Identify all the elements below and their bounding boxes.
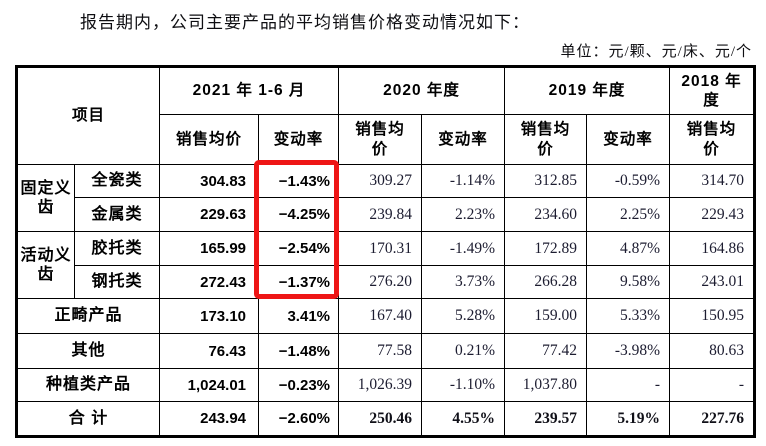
table-cell: 272.43	[159, 265, 260, 299]
row-label: 其他	[15, 333, 161, 369]
header-change-2021: 变动率	[258, 114, 340, 165]
table-cell: −2.54%	[258, 231, 340, 266]
header-price-2021: 销售均价	[159, 114, 260, 165]
header-2020: 2020 年度	[338, 66, 506, 115]
header-item: 项目	[15, 66, 161, 165]
table-cell: 80.63	[669, 333, 756, 369]
table-cell: 266.28	[504, 265, 588, 299]
table-cell: 5.28%	[421, 298, 506, 334]
table-cell: 5.33%	[586, 298, 671, 334]
row-sub-label: 全瓷类	[73, 164, 161, 198]
header-price-2018: 销售均价	[669, 114, 756, 165]
table-cell: −1.48%	[258, 333, 340, 369]
header-change-2020: 变动率	[421, 114, 506, 165]
table-cell: 76.43	[159, 333, 260, 369]
table-cell: -1.49%	[421, 231, 506, 266]
row-sub-label: 钢托类	[73, 265, 161, 299]
unit-note: 单位：元/颗、元/床、元/个	[560, 44, 752, 60]
table-cell: -1.10%	[421, 368, 506, 402]
table-cell: 4.87%	[586, 231, 671, 266]
table-cell: 77.42	[504, 333, 588, 369]
row-label: 种植类产品	[15, 368, 161, 402]
table-cell: 229.63	[159, 197, 260, 232]
table-cell: 3.73%	[421, 265, 506, 299]
table-cell: 9.58%	[586, 265, 671, 299]
table-cell: −2.60%	[258, 401, 340, 437]
table-cell: 150.95	[669, 298, 756, 334]
header-2021: 2021 年 1-6 月	[159, 66, 340, 115]
table-cell: 165.99	[159, 231, 260, 266]
table-cell: 159.00	[504, 298, 588, 334]
table-cell: -1.14%	[421, 164, 506, 198]
table-cell: 164.86	[669, 231, 756, 266]
table-cell: 77.58	[338, 333, 423, 369]
header-2018: 2018 年度	[669, 66, 756, 115]
table-cell: -	[669, 368, 756, 402]
table-cell: 1,026.39	[338, 368, 423, 402]
row-group-label: 固定义齿	[16, 164, 75, 232]
table-cell: 309.27	[338, 164, 423, 198]
table-row: 固定义齿 全瓷类 304.83 −1.43% 309.27 -1.14% 312…	[16, 164, 756, 232]
table-cell: 239.84	[338, 197, 423, 232]
table-row: 正畸产品 173.10 3.41% 167.40 5.28% 159.00 5.…	[15, 298, 756, 334]
table-cell: 173.10	[159, 298, 260, 334]
table-cell: 2.25%	[586, 197, 671, 232]
header-price-2019: 销售均价	[504, 114, 588, 165]
table-cell: 1,024.01	[159, 368, 260, 402]
average-price-table: 项目 2021 年 1-6 月 2020 年度 2019 年度 2018 年度 …	[15, 65, 757, 438]
table-row-total: 合 计 243.94 −2.60% 250.46 4.55% 239.57 5.…	[15, 401, 756, 437]
table-cell: 172.89	[504, 231, 588, 266]
table-cell: −4.25%	[258, 197, 340, 232]
table-cell: 314.70	[669, 164, 756, 198]
table-cell: 243.01	[669, 265, 756, 299]
table-cell: −1.43%	[258, 164, 340, 198]
table-cell: 243.94	[159, 401, 260, 437]
table-row: 金属类 229.63 −4.25% 239.84 2.23% 234.60 2.…	[17, 197, 756, 232]
table-cell: 167.40	[338, 298, 423, 334]
header-price-2020: 销售均价	[338, 114, 423, 165]
table-cell: 170.31	[338, 231, 423, 266]
table-cell: 0.21%	[421, 333, 506, 369]
table-cell: 3.41%	[258, 298, 340, 334]
row-sub-label: 金属类	[73, 197, 161, 232]
table-cell: 227.76	[669, 401, 756, 437]
table-cell: 239.57	[504, 401, 588, 437]
row-sub-label: 胶托类	[73, 231, 161, 266]
table-cell: 312.85	[504, 164, 588, 198]
intro-text: 报告期内，公司主要产品的平均销售价格变动情况如下：	[80, 13, 530, 32]
table-cell: 4.55%	[421, 401, 506, 437]
table-cell: -3.98%	[586, 333, 671, 369]
table-cell: -	[586, 368, 671, 402]
table-cell: −0.23%	[258, 368, 340, 402]
table-cell: 304.83	[159, 164, 260, 198]
header-change-2019: 变动率	[586, 114, 671, 165]
table-row: 其他 76.43 −1.48% 77.58 0.21% 77.42 -3.98%…	[15, 333, 756, 369]
table-cell: −1.37%	[258, 265, 340, 299]
table-cell: 276.20	[338, 265, 423, 299]
table-cell: -0.59%	[586, 164, 671, 198]
table-cell: 234.60	[504, 197, 588, 232]
table-cell: 250.46	[338, 401, 423, 437]
table-cell: 1,037.80	[504, 368, 588, 402]
table-row: 活动义齿 胶托类 165.99 −2.54% 170.31 -1.49% 172…	[16, 231, 756, 299]
table-row: 钢托类 272.43 −1.37% 276.20 3.73% 266.28 9.…	[17, 265, 756, 299]
row-group-label: 活动义齿	[16, 231, 75, 299]
table-cell: 5.19%	[586, 401, 671, 437]
row-label: 正畸产品	[15, 298, 161, 334]
table-row: 种植类产品 1,024.01 −0.23% 1,026.39 -1.10% 1,…	[15, 368, 756, 402]
row-label-total: 合 计	[15, 401, 161, 437]
table-cell: 229.43	[669, 197, 756, 232]
table-cell: 2.23%	[421, 197, 506, 232]
header-2019: 2019 年度	[504, 66, 671, 115]
